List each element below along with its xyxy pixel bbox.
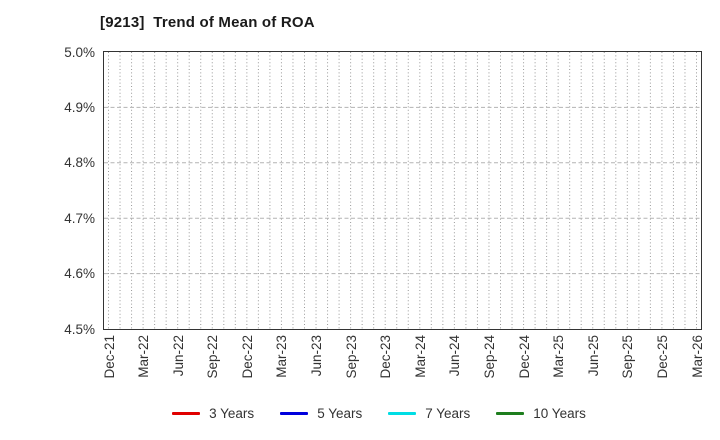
x-tick-label-text: Dec-22 [239, 335, 255, 379]
x-tick-label: Dec-23 [377, 335, 395, 393]
x-tick-label: Sep-22 [204, 335, 222, 393]
x-tick-label: Mar-26 [688, 335, 706, 393]
x-tick-label: Sep-24 [480, 335, 498, 393]
legend-line-swatch [388, 411, 417, 415]
legend-item: 3 Years [172, 402, 254, 424]
legend-item: 10 Years [496, 402, 586, 424]
x-tick-label-text: Mar-24 [412, 335, 428, 378]
y-tick-label: 5.0% [64, 44, 95, 60]
x-tick-label-text: Mar-22 [136, 335, 152, 378]
plot-area [103, 51, 702, 330]
x-tick-label-text: Sep-22 [205, 335, 221, 379]
x-tick-label: Jun-25 [584, 335, 602, 393]
legend-line-swatch [280, 411, 309, 415]
x-tick-label-text: Dec-24 [516, 335, 532, 379]
legend: 3 Years 5 Years 7 Years 10 Years [0, 402, 720, 424]
x-tick-label-text: Jun-23 [309, 335, 325, 377]
y-tick-label: 4.5% [64, 321, 95, 337]
x-tick-label-text: Mar-25 [551, 335, 567, 378]
legend-item: 5 Years [280, 402, 362, 424]
x-tick-label-text: Sep-23 [343, 335, 359, 379]
legend-label: 10 Years [533, 405, 586, 421]
x-tick-label-text: Mar-23 [274, 335, 290, 378]
x-tick-label: Jun-22 [169, 335, 187, 393]
x-tick-label: Dec-25 [653, 335, 671, 393]
x-tick-label-text: Sep-25 [620, 335, 636, 379]
x-tick-label: Sep-23 [342, 335, 360, 393]
x-tick-label: Jun-23 [308, 335, 326, 393]
x-tick-label: Mar-23 [273, 335, 291, 393]
x-tick-label-text: Sep-24 [481, 335, 497, 379]
legend-label: 5 Years [317, 405, 363, 421]
y-tick-label: 4.8% [64, 155, 95, 171]
legend-line-swatch [172, 411, 201, 415]
x-tick-label-text: Mar-26 [689, 335, 705, 378]
x-tick-label-text: Dec-23 [378, 335, 394, 379]
legend-label: 7 Years [425, 405, 471, 421]
x-tick-label-text: Dec-21 [101, 335, 117, 379]
x-tick-label: Mar-25 [550, 335, 568, 393]
y-tick-label: 4.7% [64, 210, 95, 226]
y-tick-label: 4.6% [64, 266, 95, 282]
x-tick-label-text: Jun-22 [170, 335, 186, 377]
x-tick-label: Dec-21 [100, 335, 118, 393]
x-tick-label: Mar-22 [135, 335, 153, 393]
y-tick-label: 4.9% [64, 99, 95, 115]
legend-line-swatch [496, 411, 525, 415]
chart-title: [9213] Trend of Mean of ROA [100, 14, 315, 31]
x-tick-label-text: Dec-25 [654, 335, 670, 379]
x-tick-label-text: Jun-24 [447, 335, 463, 377]
x-tick-label: Dec-22 [238, 335, 256, 393]
legend-item: 7 Years [388, 402, 470, 424]
x-tick-label: Jun-24 [446, 335, 464, 393]
legend-label: 3 Years [209, 405, 255, 421]
x-tick-label: Mar-24 [411, 335, 429, 393]
x-tick-label-text: Jun-25 [585, 335, 601, 377]
x-tick-label: Dec-24 [515, 335, 533, 393]
x-tick-label: Sep-25 [619, 335, 637, 393]
gridlines [104, 52, 701, 329]
